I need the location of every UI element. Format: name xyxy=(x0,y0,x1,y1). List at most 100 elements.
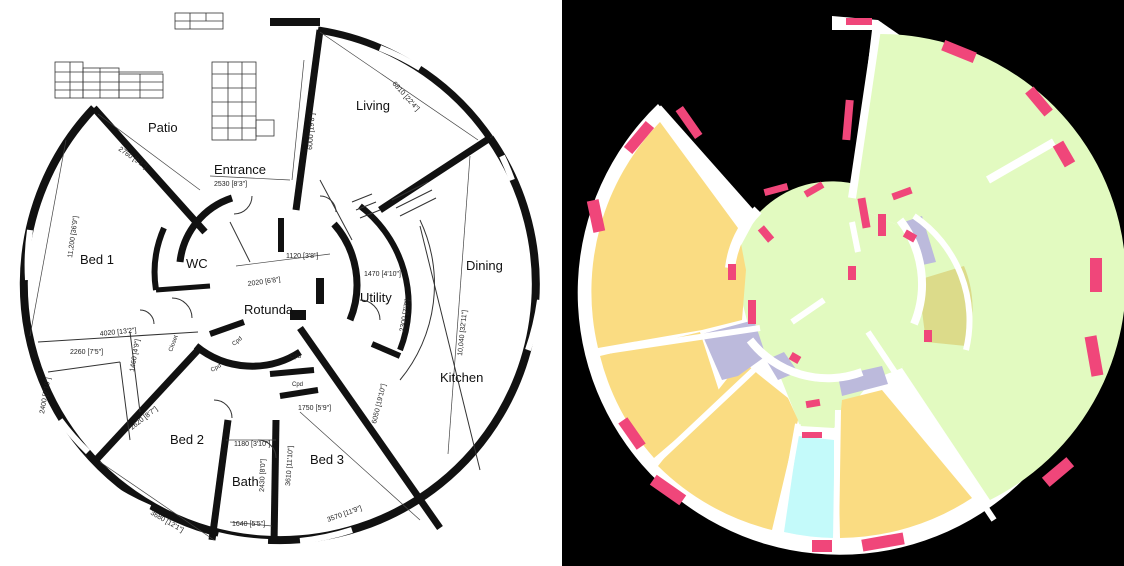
room-label-utility: Utility xyxy=(360,290,392,305)
dim-living-top: 6810 [22'4"] xyxy=(391,81,421,113)
windows xyxy=(24,45,543,545)
opening-mark xyxy=(788,352,802,364)
living-east-wall xyxy=(378,135,492,213)
bed2-west-wall xyxy=(93,347,201,463)
room-label-cpd1: Cpd xyxy=(290,354,301,360)
dim-bed1-west: 11,200 [36'9"] xyxy=(67,215,80,258)
patio-paving-sketch xyxy=(54,12,275,141)
dim-bed3-east: 6050 [19'10"] xyxy=(371,383,388,424)
opening-mark xyxy=(728,264,736,280)
living-west-wall xyxy=(292,29,324,211)
room-label-wc: WC xyxy=(186,256,208,271)
opening-mark xyxy=(748,300,756,324)
opening-mark xyxy=(586,199,606,233)
room-label-cpd4: Cpd xyxy=(231,336,243,348)
bed3-east-wall xyxy=(297,325,443,531)
dim-entrance: 2530 [8'3"] xyxy=(214,181,247,188)
opening-mark xyxy=(846,18,872,25)
opening-mark xyxy=(805,398,821,409)
opening-mark xyxy=(757,225,775,243)
cpd-wall-3 xyxy=(209,319,245,337)
opening-mark xyxy=(618,417,646,450)
dim-living-west: 6000 [19'8"] xyxy=(307,113,317,150)
opening-mark xyxy=(1052,140,1076,168)
opening-mark xyxy=(675,105,703,140)
opening-mark xyxy=(891,186,913,201)
dim-rotunda-mid: 2020 [6'8"] xyxy=(247,276,281,288)
opening-mark xyxy=(861,532,905,552)
internal-walls xyxy=(599,21,1056,541)
opening-mark xyxy=(1025,86,1053,117)
dim-bath-south: 1640 [5'5"] xyxy=(232,521,265,528)
wc-south-wall xyxy=(155,283,211,293)
dim-bed3-top: 1750 [5'9"] xyxy=(298,405,331,412)
bath-west-wall xyxy=(208,419,232,541)
opening-mark xyxy=(842,99,854,141)
rotunda-pillar-east xyxy=(316,278,324,304)
opening-mark xyxy=(1041,457,1075,487)
opening-mark xyxy=(763,183,789,196)
opening-mark xyxy=(941,40,977,63)
rotunda-wall xyxy=(176,194,234,263)
opening-mark xyxy=(878,214,886,236)
utility-south-wall xyxy=(370,341,402,359)
dim-dining-kitchen: 10,040 [32'11"] xyxy=(457,310,469,357)
room-label-living: Living xyxy=(356,98,390,113)
rotunda-pillar-se xyxy=(290,310,306,320)
cpd-wall xyxy=(269,367,315,377)
outer-wall xyxy=(19,105,540,545)
rotunda-pillar xyxy=(278,218,284,252)
partitions xyxy=(37,179,481,471)
opening-mark xyxy=(802,432,822,438)
opening-mark xyxy=(812,540,832,552)
cpd-wall-2 xyxy=(279,387,319,399)
room-label-bed1: Bed 1 xyxy=(80,252,114,267)
dim-bed3-west: 3610 [11'10"] xyxy=(285,445,295,486)
bath-region xyxy=(784,436,834,538)
utility-wall xyxy=(331,221,361,322)
dim-utility-top: 1470 [4'10"] xyxy=(364,271,401,278)
dim-bed3-south: 3570 [11'9"] xyxy=(326,505,363,524)
dim-bath-top: 1180 [3'10"] xyxy=(234,441,270,448)
dim-bed1-south: 4020 [13'2"] xyxy=(99,327,136,338)
dim-rotunda-top: 1120 [3'8"] xyxy=(286,253,319,260)
segmentation-panel xyxy=(562,0,1124,566)
room-label-kitchen: Kitchen xyxy=(440,370,483,385)
top-wall-stub xyxy=(270,18,320,26)
room-label-entrance: Entrance xyxy=(214,162,266,177)
bed1-region xyxy=(591,122,746,348)
room-label-bed2: Bed 2 xyxy=(170,432,204,447)
floor-plan-panel: 2530 [8'3"] 2760 [9'1"] 11,200 [36'9"] 6… xyxy=(19,12,543,545)
room-label-bath: Bath xyxy=(232,474,259,489)
segmentation-map xyxy=(577,16,1124,555)
storage-closet-4 xyxy=(904,216,936,266)
bath-east-wall xyxy=(270,419,280,545)
room-label-bed3: Bed 3 xyxy=(310,452,344,467)
opening-mark xyxy=(857,197,871,229)
opening-mark xyxy=(1084,335,1104,377)
bed1-north-wall xyxy=(91,105,208,235)
dim-closet-top: 2260 [7'5"] xyxy=(70,349,103,356)
doors-and-windows xyxy=(586,18,1104,552)
opening-mark xyxy=(1090,258,1102,292)
room-label-dining: Dining xyxy=(466,258,503,273)
room-label-patio: Patio xyxy=(148,120,178,135)
room-label-cpd2: Cpd xyxy=(292,382,303,388)
utility-region xyxy=(918,266,973,346)
room-label-cpd3: Cpd xyxy=(210,363,223,374)
utility-outer-wall xyxy=(358,203,412,352)
opening-mark xyxy=(924,330,932,342)
bed2-region xyxy=(658,360,798,530)
opening-mark xyxy=(902,229,918,243)
outer-wall-living xyxy=(317,26,493,140)
room-label-rotunda: Rotunda xyxy=(244,302,294,317)
rotunda-wall-south xyxy=(193,343,302,370)
dimension-lines xyxy=(29,31,479,541)
wc-wall xyxy=(151,226,167,291)
opening-mark xyxy=(623,120,655,155)
bed3-region xyxy=(838,390,972,538)
stair-lines xyxy=(351,181,437,219)
room-label-closet: Closet xyxy=(168,334,180,352)
dim-bath-side: 2430 [8'0"] xyxy=(259,459,267,492)
opening-mark xyxy=(803,181,825,198)
